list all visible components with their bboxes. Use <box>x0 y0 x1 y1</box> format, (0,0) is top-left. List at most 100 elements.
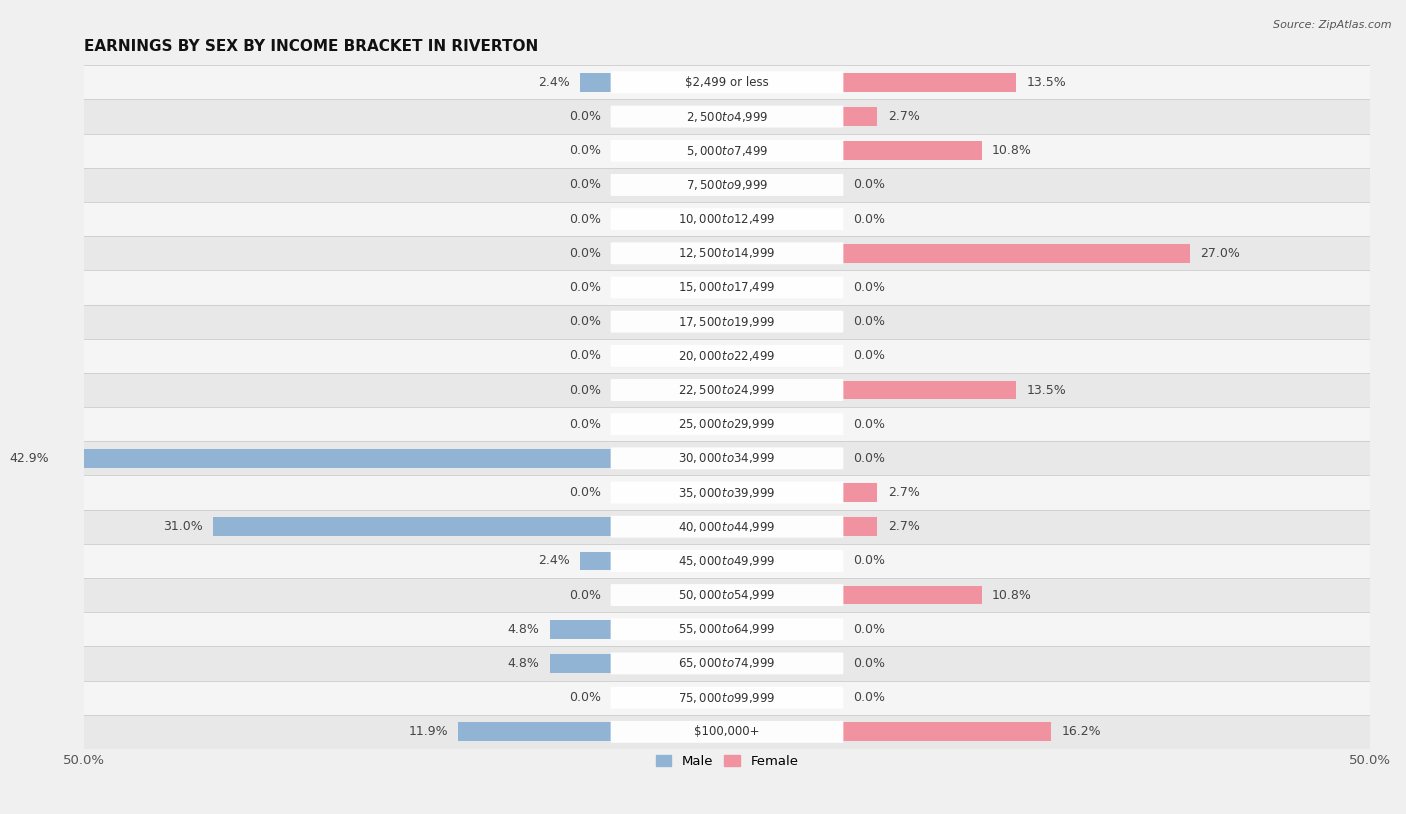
Bar <box>84 407 1369 441</box>
Text: 0.0%: 0.0% <box>569 418 600 431</box>
Text: 0.0%: 0.0% <box>853 315 884 328</box>
Bar <box>84 202 1369 236</box>
Text: 0.0%: 0.0% <box>569 178 600 191</box>
Bar <box>842 381 1017 400</box>
FancyBboxPatch shape <box>610 379 844 401</box>
Bar <box>84 646 1369 681</box>
FancyBboxPatch shape <box>610 208 844 230</box>
Text: $2,499 or less: $2,499 or less <box>685 76 769 89</box>
FancyBboxPatch shape <box>610 140 844 162</box>
Text: $20,000 to $22,499: $20,000 to $22,499 <box>678 349 776 363</box>
Text: 0.0%: 0.0% <box>569 144 600 157</box>
FancyBboxPatch shape <box>610 414 844 435</box>
Text: EARNINGS BY SEX BY INCOME BRACKET IN RIVERTON: EARNINGS BY SEX BY INCOME BRACKET IN RIV… <box>84 39 538 55</box>
Text: $25,000 to $29,999: $25,000 to $29,999 <box>679 418 776 431</box>
Text: 0.0%: 0.0% <box>853 623 884 636</box>
Bar <box>84 270 1369 304</box>
Bar <box>84 578 1369 612</box>
Text: 0.0%: 0.0% <box>853 657 884 670</box>
Legend: Male, Female: Male, Female <box>651 750 804 773</box>
Text: 0.0%: 0.0% <box>853 452 884 465</box>
Bar <box>84 65 1369 99</box>
Text: $17,500 to $19,999: $17,500 to $19,999 <box>678 315 776 329</box>
Text: 4.8%: 4.8% <box>508 657 540 670</box>
Text: $100,000+: $100,000+ <box>695 725 759 738</box>
Text: $75,000 to $99,999: $75,000 to $99,999 <box>678 690 776 705</box>
Text: $65,000 to $74,999: $65,000 to $74,999 <box>678 656 776 671</box>
Text: 13.5%: 13.5% <box>1026 383 1066 396</box>
Text: 2.7%: 2.7% <box>887 520 920 533</box>
Text: $7,500 to $9,999: $7,500 to $9,999 <box>686 178 768 192</box>
Bar <box>842 142 981 160</box>
Text: 0.0%: 0.0% <box>569 247 600 260</box>
Bar <box>842 107 877 126</box>
Text: 0.0%: 0.0% <box>569 315 600 328</box>
Text: $40,000 to $44,999: $40,000 to $44,999 <box>678 519 776 534</box>
FancyBboxPatch shape <box>610 345 844 367</box>
FancyBboxPatch shape <box>610 653 844 674</box>
Text: 10.8%: 10.8% <box>991 589 1032 602</box>
Text: 13.5%: 13.5% <box>1026 76 1066 89</box>
Bar <box>84 99 1369 133</box>
Text: $12,500 to $14,999: $12,500 to $14,999 <box>678 247 776 260</box>
FancyBboxPatch shape <box>610 516 844 538</box>
Text: 2.4%: 2.4% <box>538 76 571 89</box>
FancyBboxPatch shape <box>610 174 844 196</box>
Bar <box>842 586 981 605</box>
Text: 0.0%: 0.0% <box>853 554 884 567</box>
Text: 42.9%: 42.9% <box>10 452 49 465</box>
Bar <box>84 373 1369 407</box>
Bar <box>550 620 612 639</box>
Text: $35,000 to $39,999: $35,000 to $39,999 <box>678 486 776 500</box>
Text: 0.0%: 0.0% <box>853 691 884 704</box>
FancyBboxPatch shape <box>610 584 844 606</box>
Text: 0.0%: 0.0% <box>853 212 884 225</box>
Text: 27.0%: 27.0% <box>1201 247 1240 260</box>
Text: $5,000 to $7,499: $5,000 to $7,499 <box>686 144 768 158</box>
FancyBboxPatch shape <box>610 72 844 94</box>
Bar <box>84 339 1369 373</box>
Bar <box>59 449 612 468</box>
Bar <box>842 73 1017 92</box>
Text: $10,000 to $12,499: $10,000 to $12,499 <box>678 212 776 226</box>
Bar <box>84 681 1369 715</box>
FancyBboxPatch shape <box>610 106 844 128</box>
Bar <box>84 544 1369 578</box>
FancyBboxPatch shape <box>610 619 844 640</box>
Text: 0.0%: 0.0% <box>569 212 600 225</box>
Text: 0.0%: 0.0% <box>853 178 884 191</box>
FancyBboxPatch shape <box>610 687 844 708</box>
Bar <box>84 236 1369 270</box>
Text: 0.0%: 0.0% <box>569 110 600 123</box>
Text: 0.0%: 0.0% <box>569 383 600 396</box>
Bar <box>581 552 612 571</box>
Text: $30,000 to $34,999: $30,000 to $34,999 <box>678 452 776 466</box>
Bar <box>84 304 1369 339</box>
Text: 0.0%: 0.0% <box>569 486 600 499</box>
Text: 2.4%: 2.4% <box>538 554 571 567</box>
FancyBboxPatch shape <box>610 482 844 504</box>
Bar <box>550 654 612 673</box>
Bar <box>842 518 877 536</box>
Text: 16.2%: 16.2% <box>1062 725 1101 738</box>
Text: 4.8%: 4.8% <box>508 623 540 636</box>
Text: 0.0%: 0.0% <box>569 691 600 704</box>
Bar <box>84 612 1369 646</box>
Text: 0.0%: 0.0% <box>853 281 884 294</box>
Bar <box>84 441 1369 475</box>
Bar <box>842 244 1189 263</box>
Text: 0.0%: 0.0% <box>569 281 600 294</box>
Bar <box>842 484 877 502</box>
Text: 2.7%: 2.7% <box>887 110 920 123</box>
Text: $15,000 to $17,499: $15,000 to $17,499 <box>678 281 776 295</box>
Text: 0.0%: 0.0% <box>569 589 600 602</box>
Bar <box>842 722 1052 742</box>
Text: $22,500 to $24,999: $22,500 to $24,999 <box>678 383 776 397</box>
FancyBboxPatch shape <box>610 550 844 572</box>
Text: $55,000 to $64,999: $55,000 to $64,999 <box>678 622 776 637</box>
Bar <box>84 133 1369 168</box>
Text: Source: ZipAtlas.com: Source: ZipAtlas.com <box>1274 20 1392 30</box>
FancyBboxPatch shape <box>610 277 844 299</box>
Bar <box>84 475 1369 510</box>
FancyBboxPatch shape <box>610 311 844 333</box>
